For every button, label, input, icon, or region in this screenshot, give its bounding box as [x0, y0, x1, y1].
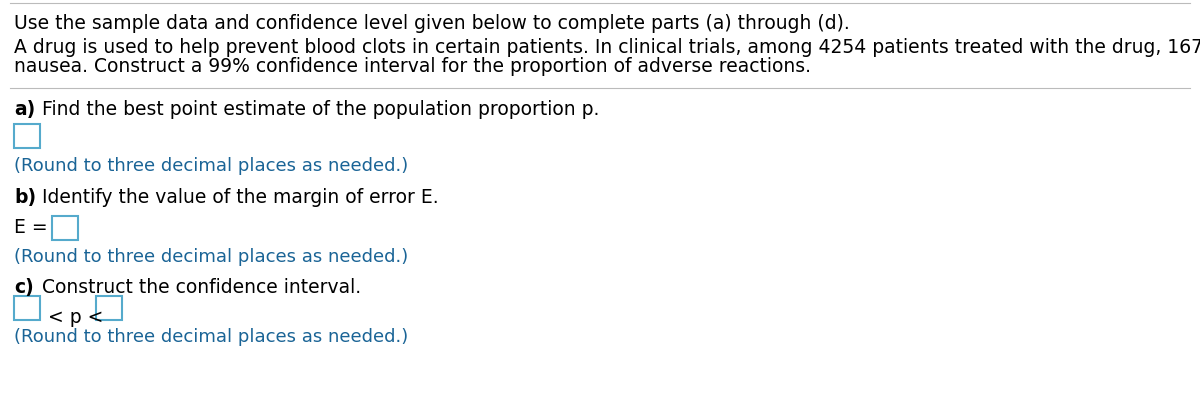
Text: a): a)	[14, 100, 35, 119]
Text: < p <: < p <	[42, 308, 109, 327]
Text: E =: E =	[14, 218, 54, 237]
Text: nausea. Construct a 99% confidence interval for the proportion of adverse reacti: nausea. Construct a 99% confidence inter…	[14, 57, 811, 76]
Bar	[14, 296, 40, 320]
Bar	[96, 296, 122, 320]
Text: Use the sample data and confidence level given below to complete parts (a) throu: Use the sample data and confidence level…	[14, 14, 850, 33]
Text: Identify the value of the margin of error E.: Identify the value of the margin of erro…	[36, 188, 439, 207]
Text: (Round to three decimal places as needed.): (Round to three decimal places as needed…	[14, 157, 408, 175]
Text: Find the best point estimate of the population proportion p.: Find the best point estimate of the popu…	[36, 100, 599, 119]
Text: c): c)	[14, 278, 34, 297]
Text: b): b)	[14, 188, 36, 207]
Text: A drug is used to help prevent blood clots in certain patients. In clinical tria: A drug is used to help prevent blood clo…	[14, 38, 1200, 57]
Bar	[52, 216, 78, 240]
Text: (Round to three decimal places as needed.): (Round to three decimal places as needed…	[14, 328, 408, 346]
Text: Construct the confidence interval.: Construct the confidence interval.	[36, 278, 361, 297]
Text: (Round to three decimal places as needed.): (Round to three decimal places as needed…	[14, 248, 408, 266]
Bar	[14, 124, 40, 148]
